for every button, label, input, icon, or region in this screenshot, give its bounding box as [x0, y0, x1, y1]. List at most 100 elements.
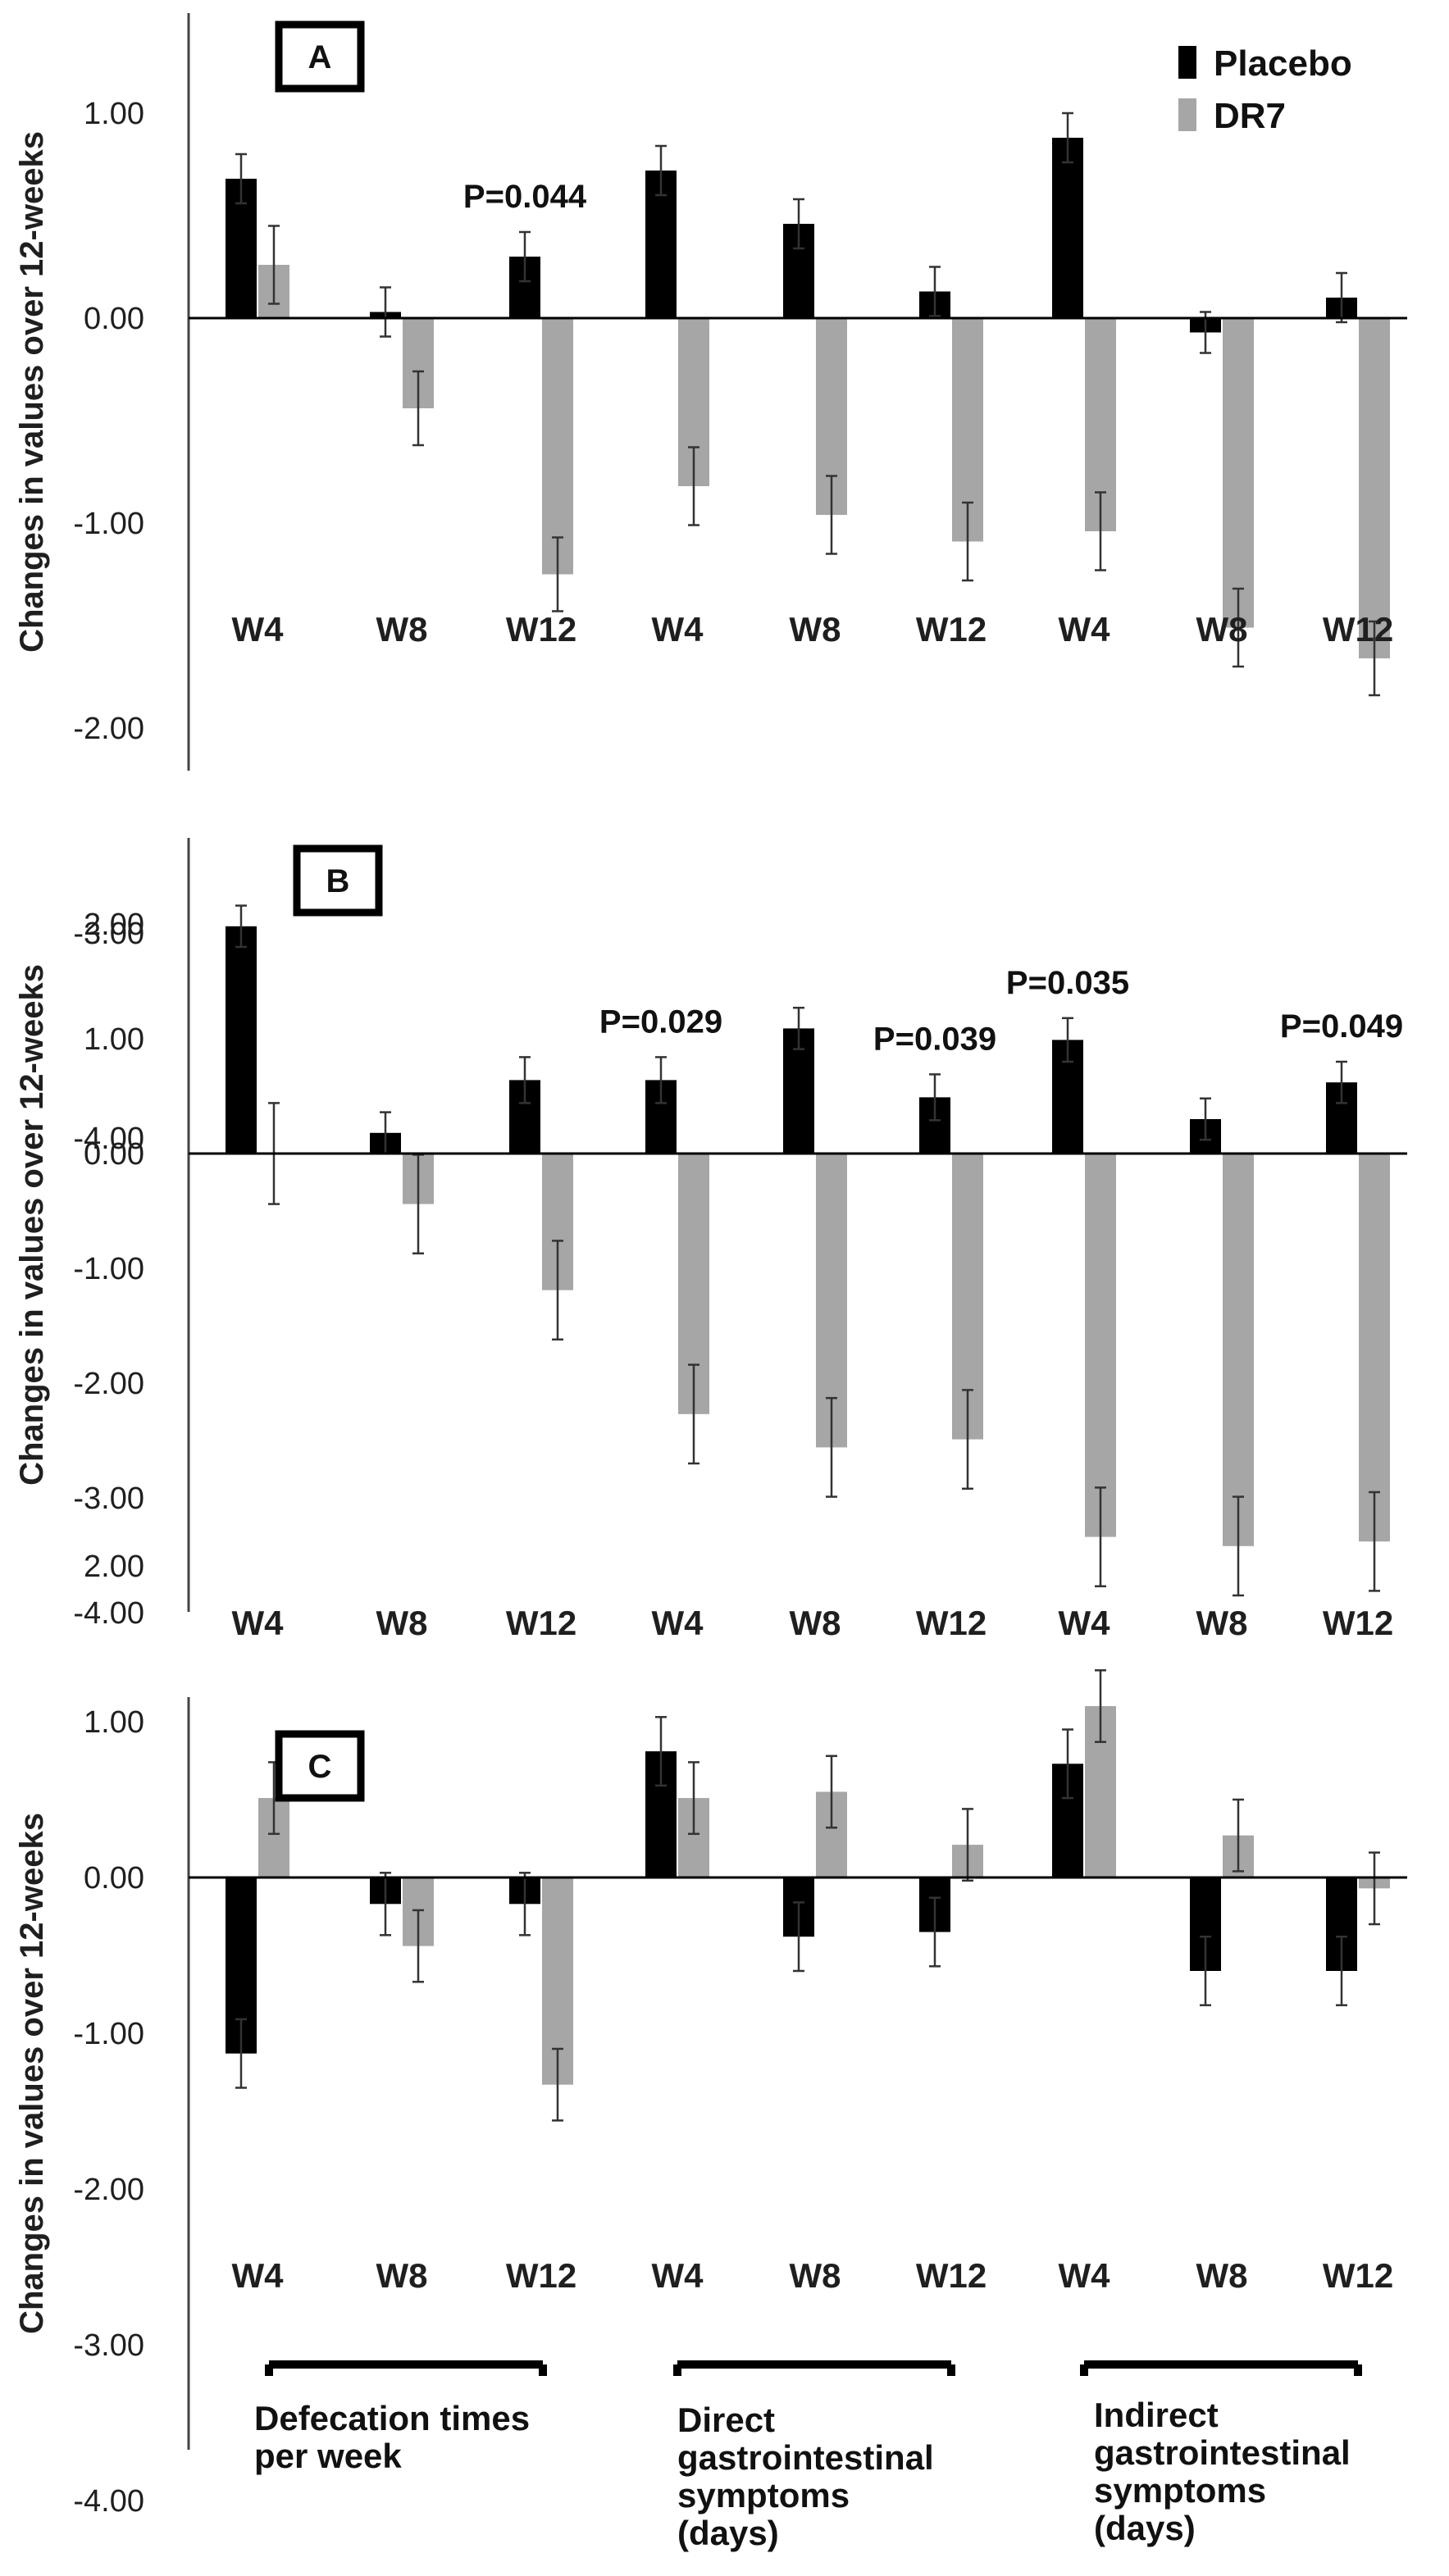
error-bar [412, 1909, 424, 1983]
error-bar [929, 1896, 941, 1968]
error-bar [1369, 620, 1380, 697]
group-label-indirect-line2: gastrointestinal [1094, 2433, 1351, 2472]
category-label-w12: W12 [916, 1604, 987, 1642]
panel-a: 2.00 1.00 0.00 -1.00 -2.00 -3.00 -4.00 Changes … [14, 13, 1407, 1156]
error-bar [1095, 491, 1106, 571]
error-bar [1200, 1097, 1211, 1141]
error-bar [552, 536, 563, 612]
y-tick-label: 0.00 [84, 1137, 144, 1172]
y-tick-label: 1.00 [84, 1022, 144, 1057]
error-bar [380, 286, 391, 338]
y-tick-label: 2.00 [84, 1550, 144, 1584]
group-label-direct-line3: symptoms [677, 2476, 850, 2515]
category-label-w8: W8 [376, 2256, 428, 2295]
error-bar [552, 2047, 563, 2122]
panel-letter: C [308, 1749, 332, 1785]
category-label-w4: W4 [232, 610, 285, 649]
category-label-w12: W12 [1323, 2256, 1393, 2295]
y-tick-label: -4.00 [73, 1596, 144, 1631]
y-tick-label: 0.00 [84, 302, 144, 336]
bar-dr7-w8 [1223, 1154, 1254, 1546]
category-label-w8: W8 [790, 2256, 841, 2295]
y-tick-label: -1.00 [73, 1252, 144, 1286]
category-label-w8: W8 [376, 610, 428, 649]
y-tick-label: 1.00 [84, 97, 144, 131]
error-bar [1062, 112, 1073, 164]
category-label-w4: W4 [652, 2256, 704, 2295]
legend-label-placebo: Placebo [1214, 43, 1352, 84]
error-bar [655, 1056, 667, 1104]
error-bar [962, 1808, 973, 1882]
group-label-indirect-line3: symptoms [1094, 2471, 1266, 2510]
y-tick-label: -1.00 [73, 507, 144, 541]
y-tick-label: 1.00 [84, 1705, 144, 1740]
error-bar [380, 1872, 391, 1937]
error-bar [235, 904, 247, 949]
panel-letter-box [293, 844, 383, 917]
group-bracket-indirect [1080, 2360, 1362, 2376]
category-label-w8: W8 [790, 1604, 841, 1642]
error-bar [929, 1073, 941, 1122]
category-label-w4: W4 [1059, 2256, 1111, 2295]
p-value-annotation: P=0.049 [1280, 1008, 1403, 1045]
y-tick-label: -4.00 [73, 1122, 144, 1156]
error-bar [688, 1363, 699, 1465]
category-label-w8: W8 [1196, 2256, 1248, 2295]
group-bracket-direct [673, 2360, 955, 2376]
error-bar [235, 2018, 247, 2089]
error-bar [655, 1716, 667, 1787]
panel-letter: A [308, 39, 332, 75]
category-label-w4: W4 [1059, 1604, 1111, 1642]
group-label-direct-line4: (days) [677, 2514, 779, 2552]
category-label-w12: W12 [916, 2256, 987, 2295]
category-label-w12: W12 [506, 2256, 576, 2295]
group-label-defecation-line2: per week [254, 2437, 402, 2475]
error-bar [1200, 1935, 1211, 2007]
bar-placebo-w4 [226, 926, 257, 1154]
y-axis-title: Changes in values over 12-weeks [14, 964, 50, 1486]
category-label-w8: W8 [1196, 610, 1248, 649]
category-label-w8: W8 [376, 1604, 428, 1642]
y-tick-label: -4.00 [73, 2484, 144, 2519]
category-label-w4: W4 [232, 2256, 285, 2295]
error-bar [962, 1389, 973, 1491]
bar-placebo-w4 [1052, 138, 1083, 318]
y-axis-title: Changes in values over 12-weeks [14, 131, 50, 653]
category-label-w12: W12 [506, 610, 576, 649]
error-bar [1233, 1798, 1244, 1873]
category-label-w4: W4 [652, 1604, 704, 1642]
category-label-w12: W12 [1323, 1604, 1393, 1642]
error-bar [1369, 1851, 1380, 1926]
error-bar [412, 370, 424, 447]
error-bar [1233, 587, 1244, 668]
p-value-annotation: P=0.039 [873, 1021, 996, 1057]
error-bar [962, 501, 973, 582]
bar-dr7-w8 [1223, 318, 1254, 628]
error-bar [1233, 1495, 1244, 1597]
error-bar [1369, 1491, 1380, 1592]
bar-dr7-w12 [1359, 318, 1390, 658]
error-bar [793, 1006, 804, 1050]
legend-swatch-dr7 [1178, 98, 1196, 131]
category-label-w4: W4 [232, 1604, 285, 1642]
y-tick-label: -3.00 [73, 917, 144, 951]
y-tick-label: -1.00 [73, 2017, 144, 2051]
error-bar [235, 152, 247, 205]
y-axis-title: Changes in values over 12-weeks [14, 1813, 50, 2334]
bar-dr7-w4 [1085, 1154, 1116, 1537]
category-label-w8: W8 [790, 610, 841, 649]
error-bar [826, 475, 837, 555]
error-bar [793, 198, 804, 250]
y-tick-label: -2.00 [73, 2173, 144, 2207]
legend: Placebo DR7 [1178, 43, 1352, 136]
error-bar [826, 1396, 837, 1498]
error-bar [519, 1872, 531, 1937]
category-label-w12: W12 [1323, 610, 1393, 649]
group-label-indirect-line1: Indirect [1094, 2396, 1219, 2434]
error-bar [1062, 1017, 1073, 1063]
error-bar [688, 446, 699, 526]
group-label-direct-line1: Direct [677, 2401, 775, 2439]
y-tick-label: 0.00 [84, 1861, 144, 1896]
p-value-annotation: P=0.029 [599, 1004, 722, 1040]
